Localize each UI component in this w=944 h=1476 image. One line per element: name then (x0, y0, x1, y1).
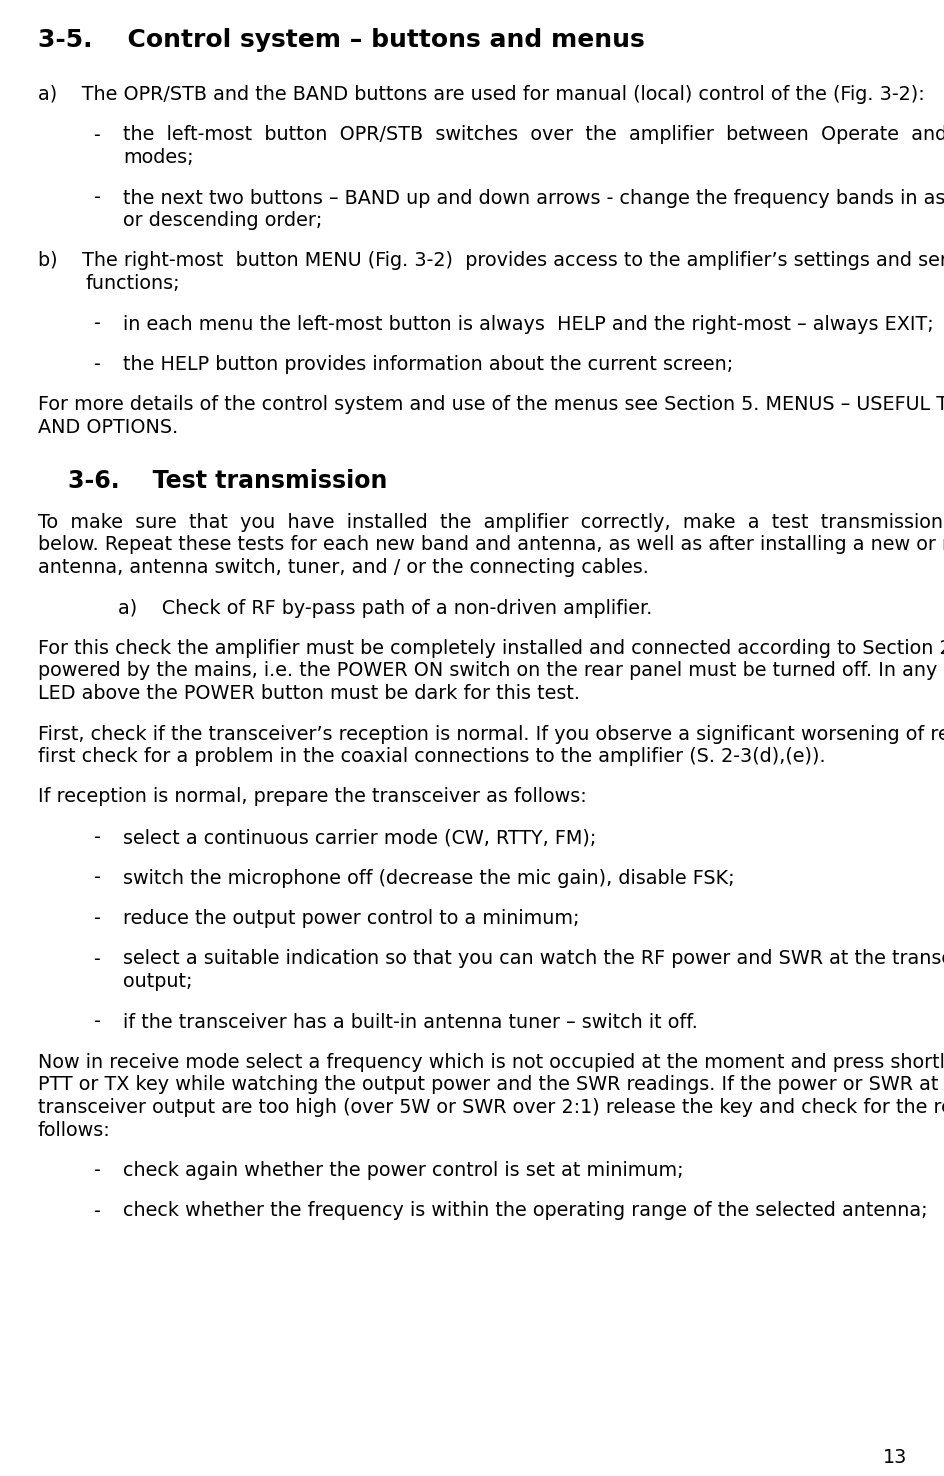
Text: Now in receive mode select a frequency which is not occupied at the moment and p: Now in receive mode select a frequency w… (38, 1052, 944, 1072)
Text: in each menu the left-most button is always  HELP and the right-most – always EX: in each menu the left-most button is alw… (123, 314, 933, 334)
Text: -: - (93, 1201, 100, 1221)
Text: output;: output; (123, 973, 193, 990)
Text: -: - (93, 125, 100, 145)
Text: If reception is normal, prepare the transceiver as follows:: If reception is normal, prepare the tran… (38, 788, 586, 806)
Text: transceiver output are too high (over 5W or SWR over 2:1) release the key and ch: transceiver output are too high (over 5W… (38, 1098, 944, 1117)
Text: PTT or TX key while watching the output power and the SWR readings. If the power: PTT or TX key while watching the output … (38, 1076, 944, 1095)
Text: if the transceiver has a built-in antenna tuner – switch it off.: if the transceiver has a built-in antenn… (123, 1013, 697, 1032)
Text: -: - (93, 868, 100, 887)
Text: switch the microphone off (decrease the mic gain), disable FSK;: switch the microphone off (decrease the … (123, 868, 733, 887)
Text: -: - (93, 189, 100, 208)
Text: reduce the output power control to a minimum;: reduce the output power control to a min… (123, 909, 579, 928)
Text: -: - (93, 949, 100, 968)
Text: powered by the mains, i.e. the POWER ON switch on the rear panel must be turned : powered by the mains, i.e. the POWER ON … (38, 661, 944, 680)
Text: For this check the amplifier must be completely installed and connected accordin: For this check the amplifier must be com… (38, 639, 944, 658)
Text: 3-5.    Control system – buttons and menus: 3-5. Control system – buttons and menus (38, 28, 644, 52)
Text: -: - (93, 1013, 100, 1032)
Text: LED above the POWER button must be dark for this test.: LED above the POWER button must be dark … (38, 683, 580, 703)
Text: or descending order;: or descending order; (123, 211, 322, 230)
Text: For more details of the control system and use of the menus see Section 5. MENUS: For more details of the control system a… (38, 396, 944, 415)
Text: -: - (93, 909, 100, 928)
Text: modes;: modes; (123, 148, 194, 167)
Text: 13: 13 (882, 1448, 906, 1467)
Text: a)    Check of RF by-pass path of a non-driven amplifier.: a) Check of RF by-pass path of a non-dri… (118, 598, 651, 617)
Text: the next two buttons – BAND up and down arrows - change the frequency bands in a: the next two buttons – BAND up and down … (123, 189, 944, 208)
Text: -: - (93, 356, 100, 373)
Text: below. Repeat these tests for each new band and antenna, as well as after instal: below. Repeat these tests for each new b… (38, 536, 944, 555)
Text: select a continuous carrier mode (CW, RTTY, FM);: select a continuous carrier mode (CW, RT… (123, 828, 596, 847)
Text: -: - (93, 314, 100, 334)
Text: AND OPTIONS.: AND OPTIONS. (38, 418, 178, 437)
Text: To  make  sure  that  you  have  installed  the  amplifier  correctly,  make  a : To make sure that you have installed the… (38, 514, 944, 531)
Text: the HELP button provides information about the current screen;: the HELP button provides information abo… (123, 356, 733, 373)
Text: the  left-most  button  OPR/STB  switches  over  the  amplifier  between  Operat: the left-most button OPR/STB switches ov… (123, 125, 944, 145)
Text: a)    The OPR/STB and the BAND buttons are used for manual (local) control of th: a) The OPR/STB and the BAND buttons are … (38, 86, 924, 103)
Text: follows:: follows: (38, 1120, 110, 1139)
Text: functions;: functions; (86, 275, 180, 294)
Text: -: - (93, 1162, 100, 1179)
Text: -: - (93, 828, 100, 847)
Text: b)    The right-most  button MENU (Fig. 3-2)  provides access to the amplifier’s: b) The right-most button MENU (Fig. 3-2)… (38, 251, 944, 270)
Text: antenna, antenna switch, tuner, and / or the connecting cables.: antenna, antenna switch, tuner, and / or… (38, 558, 649, 577)
Text: First, check if the transceiver’s reception is normal. If you observe a signific: First, check if the transceiver’s recept… (38, 725, 944, 744)
Text: select a suitable indication so that you can watch the RF power and SWR at the t: select a suitable indication so that you… (123, 949, 944, 968)
Text: 3-6.    Test transmission: 3-6. Test transmission (68, 468, 387, 493)
Text: check whether the frequency is within the operating range of the selected antenn: check whether the frequency is within th… (123, 1201, 927, 1221)
Text: check again whether the power control is set at minimum;: check again whether the power control is… (123, 1162, 683, 1179)
Text: first check for a problem in the coaxial connections to the amplifier (S. 2-3(d): first check for a problem in the coaxial… (38, 747, 825, 766)
